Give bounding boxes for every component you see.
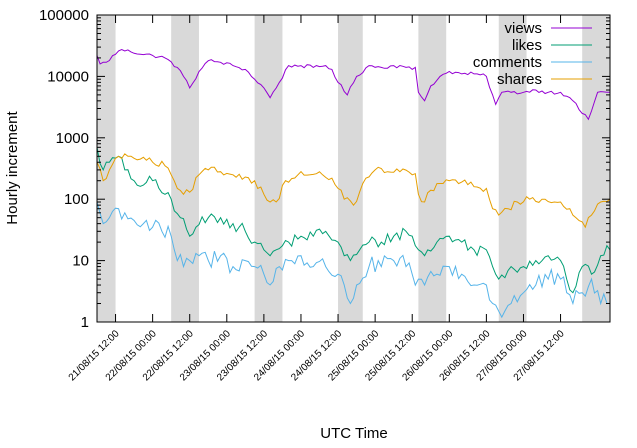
night-band: [171, 15, 199, 322]
night-band: [498, 15, 527, 322]
night-band: [582, 15, 610, 322]
plot-frame: [96, 14, 611, 323]
night-band: [97, 15, 116, 322]
y-axis-label: Hourly increment: [4, 110, 21, 224]
series-lines: [96, 48, 611, 319]
legend-label-likes: likes: [512, 37, 542, 54]
y-tick-label: 1000: [56, 130, 89, 147]
y-tick-label: 1: [81, 314, 89, 331]
night-band: [338, 15, 363, 322]
y-tick-label: 10: [72, 253, 89, 270]
series-line-comments: [96, 201, 611, 319]
night-band: [418, 15, 447, 322]
legend-label-comments: comments: [473, 54, 542, 71]
series-line-shares: [96, 153, 611, 229]
y-axis: 1 10 100 1000 10000 100000: [39, 7, 610, 331]
series-line-views: [96, 48, 610, 121]
night-band: [254, 15, 283, 322]
y-tick-label: 100000: [39, 7, 89, 24]
y-tick-label: 10000: [47, 68, 89, 85]
y-tick-label: 100: [64, 191, 89, 208]
legend-label-shares: shares: [497, 71, 542, 88]
series-line-likes: [96, 147, 611, 294]
legend-label-views: views: [504, 20, 542, 37]
x-axis-label: UTC Time: [320, 425, 388, 442]
